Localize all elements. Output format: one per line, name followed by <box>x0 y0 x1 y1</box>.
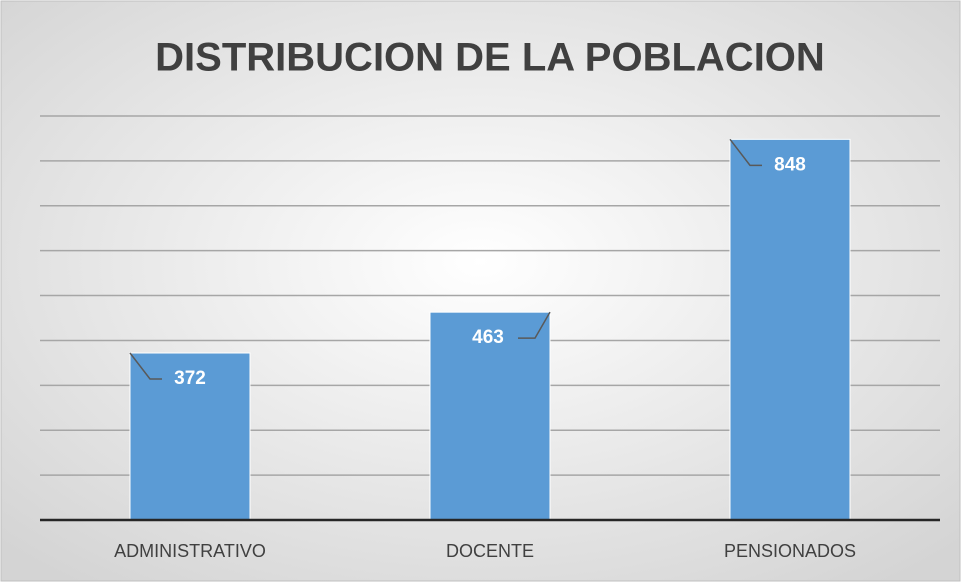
leader-line <box>729 138 762 167</box>
x-tick-label: PENSIONADOS <box>724 541 856 561</box>
chart-title: DISTRIBUCION DE LA POBLACION <box>155 36 825 80</box>
data-label: 463 <box>472 327 504 348</box>
leader-line <box>518 311 551 339</box>
bar <box>729 138 851 521</box>
bar <box>129 352 251 521</box>
x-tick-label: ADMINISTRATIVO <box>114 541 266 561</box>
x-tick-label: DOCENTE <box>446 541 534 561</box>
leader-line <box>129 352 162 380</box>
bar <box>429 311 551 521</box>
data-label: 372 <box>174 368 206 389</box>
data-label: 848 <box>774 154 806 175</box>
